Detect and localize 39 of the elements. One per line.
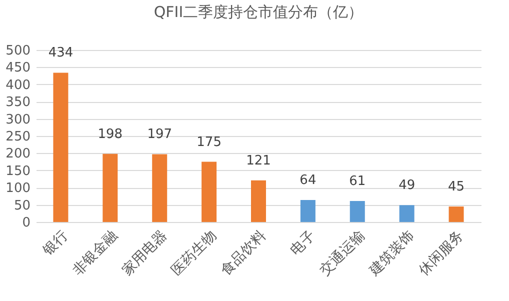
y-tick-label: 300 <box>6 112 30 128</box>
y-tick-label: 0 <box>22 216 30 230</box>
bar <box>102 154 118 222</box>
bar <box>202 162 217 222</box>
x-tick-label: 休闲服务 <box>416 228 467 279</box>
data-label: 61 <box>349 174 366 190</box>
y-tick-label: 50 <box>14 198 30 214</box>
bar <box>350 201 365 222</box>
y-tick-label: 250 <box>6 130 30 144</box>
bar <box>251 180 266 222</box>
data-label: 45 <box>448 180 465 195</box>
data-label: 49 <box>398 178 416 194</box>
data-label: 175 <box>196 134 222 150</box>
bar <box>53 72 68 222</box>
y-tick-label: 450 <box>6 60 30 76</box>
x-tick-label: 医药生物 <box>168 228 220 279</box>
x-tick-label: 银行 <box>40 228 72 260</box>
data-label: 434 <box>48 46 74 61</box>
x-tick-label: 交通运输 <box>317 228 368 279</box>
x-tick-label: 建筑装饰 <box>366 228 418 280</box>
bar <box>399 205 414 222</box>
y-tick-label: 350 <box>6 95 30 110</box>
x-tick-label: 食品饮料 <box>218 228 270 279</box>
data-label: 198 <box>98 126 123 142</box>
data-label: 64 <box>300 172 316 188</box>
chart-title: QFII二季度持仓市值分布（亿） <box>154 3 364 21</box>
x-tick-label: 电子 <box>287 228 319 259</box>
y-tick-label: 400 <box>6 78 30 93</box>
y-tick-label: 150 <box>6 164 30 179</box>
bar <box>300 200 316 222</box>
data-label: 121 <box>246 153 271 168</box>
x-tick-label: 非银金融 <box>70 228 121 279</box>
bar <box>152 154 168 222</box>
x-tick-label: 家用电器 <box>119 228 170 279</box>
y-tick-label: 500 <box>6 44 30 58</box>
data-label: 197 <box>147 127 172 142</box>
y-tick-label: 200 <box>6 146 30 162</box>
y-tick-label: 100 <box>6 181 30 196</box>
bar <box>448 206 464 222</box>
